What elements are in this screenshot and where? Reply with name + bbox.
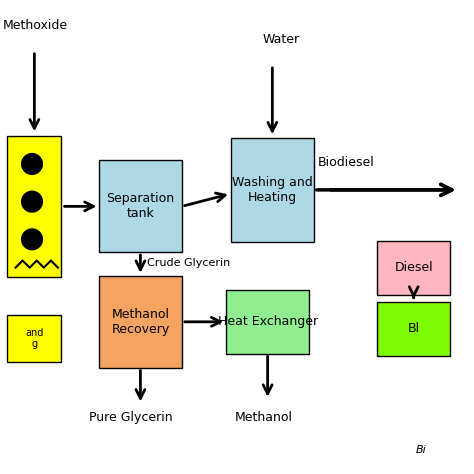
Text: Water: Water <box>263 33 300 46</box>
FancyBboxPatch shape <box>377 240 450 295</box>
Text: Washing and
Heating: Washing and Heating <box>232 176 313 204</box>
Text: Separation
tank: Separation tank <box>106 192 174 220</box>
Text: Crude Glycerin: Crude Glycerin <box>147 258 231 268</box>
FancyBboxPatch shape <box>7 315 62 362</box>
Text: Diesel: Diesel <box>394 261 433 274</box>
Text: Biodiesel: Biodiesel <box>318 155 375 169</box>
Circle shape <box>22 154 42 174</box>
Circle shape <box>22 191 42 212</box>
Text: Pure Glycerin: Pure Glycerin <box>89 410 172 423</box>
FancyBboxPatch shape <box>231 138 314 242</box>
FancyBboxPatch shape <box>7 136 62 277</box>
Text: Methoxide: Methoxide <box>2 19 67 32</box>
Text: Methanol
Recovery: Methanol Recovery <box>111 308 170 336</box>
FancyBboxPatch shape <box>377 302 450 356</box>
Text: and
g: and g <box>25 328 44 349</box>
Text: Methanol: Methanol <box>235 410 292 423</box>
Text: Bi: Bi <box>416 445 427 455</box>
Circle shape <box>22 229 42 250</box>
Text: Heat Exchanger: Heat Exchanger <box>218 315 318 328</box>
FancyBboxPatch shape <box>99 160 182 252</box>
FancyBboxPatch shape <box>99 276 182 368</box>
Text: Bl: Bl <box>408 322 420 336</box>
FancyBboxPatch shape <box>227 290 309 354</box>
